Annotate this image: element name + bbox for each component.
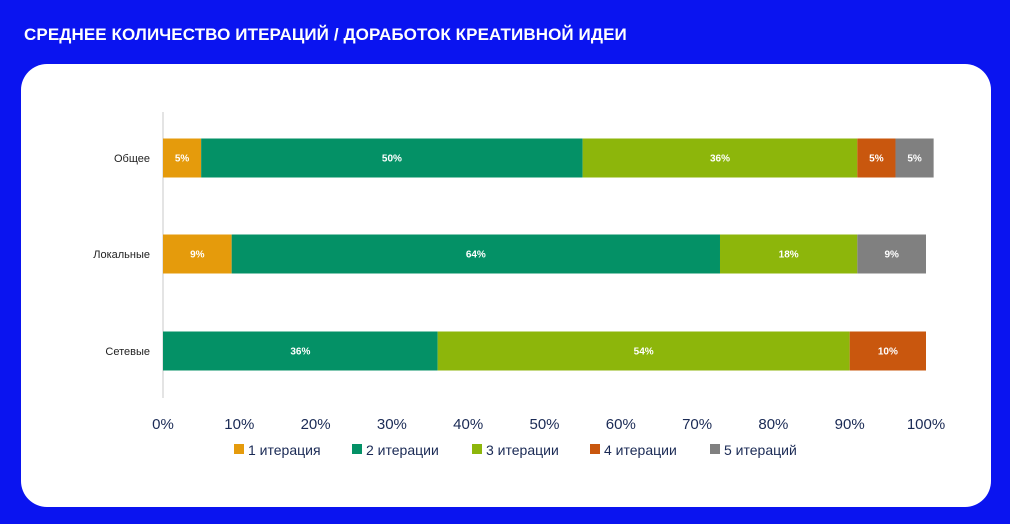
- category-label: Сетевые: [105, 346, 150, 358]
- bar-segment: [163, 138, 202, 178]
- bar-segment: [582, 138, 858, 178]
- legend-swatch: [590, 444, 600, 454]
- data-label: 9%: [884, 250, 899, 261]
- data-label: 64%: [466, 250, 486, 261]
- bar-segment: [857, 234, 926, 274]
- bar-segment: [163, 234, 232, 274]
- x-tick-label: 10%: [224, 416, 254, 433]
- legend-label: 5 итераций: [724, 442, 797, 458]
- x-tick-label: 40%: [453, 416, 483, 433]
- data-label: 10%: [878, 347, 898, 358]
- x-tick-label: 50%: [529, 416, 559, 433]
- bar-segment: [163, 331, 438, 371]
- bar-segment: [719, 234, 858, 274]
- bar-segment: [231, 234, 720, 274]
- legend-swatch: [472, 444, 482, 454]
- x-tick-label: 90%: [835, 416, 865, 433]
- data-label: 54%: [634, 347, 654, 358]
- legend-label: 4 итерации: [604, 442, 677, 458]
- bar-segment: [895, 138, 934, 178]
- bar-segment: [437, 331, 850, 371]
- x-tick-label: 20%: [301, 416, 331, 433]
- legend-label: 3 итерации: [486, 442, 559, 458]
- legend-label: 2 итерации: [366, 442, 439, 458]
- data-label: 50%: [382, 154, 402, 165]
- data-label: 36%: [710, 154, 730, 165]
- chart-title: СРЕДНЕЕ КОЛИЧЕСТВО ИТЕРАЦИЙ / ДОРАБОТОК …: [24, 25, 627, 44]
- data-label: 5%: [907, 154, 922, 165]
- bar-segment: [201, 138, 583, 178]
- x-tick-label: 0%: [152, 416, 174, 433]
- data-label: 5%: [869, 154, 884, 165]
- x-tick-label: 80%: [758, 416, 788, 433]
- category-label: Локальные: [93, 249, 150, 261]
- bar-segment: [857, 138, 896, 178]
- data-label: 36%: [290, 347, 310, 358]
- data-label: 5%: [175, 154, 190, 165]
- legend-swatch: [352, 444, 362, 454]
- x-tick-label: 70%: [682, 416, 712, 433]
- data-label: 18%: [779, 250, 799, 261]
- category-label: Общее: [114, 153, 150, 165]
- legend-label: 1 итерация: [248, 442, 321, 458]
- bar-segment: [849, 331, 926, 371]
- x-tick-label: 60%: [606, 416, 636, 433]
- legend-swatch: [710, 444, 720, 454]
- x-tick-label: 30%: [377, 416, 407, 433]
- chart-card: [21, 64, 991, 507]
- x-tick-label: 100%: [907, 416, 945, 433]
- data-label: 9%: [190, 250, 205, 261]
- legend-swatch: [234, 444, 244, 454]
